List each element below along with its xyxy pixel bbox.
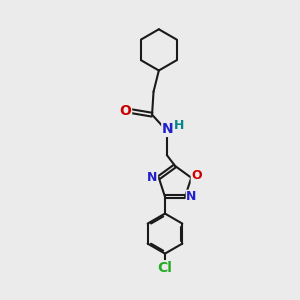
Text: N: N xyxy=(162,122,173,136)
Text: Cl: Cl xyxy=(158,261,172,275)
Text: N: N xyxy=(147,171,158,184)
Text: O: O xyxy=(191,169,202,182)
Text: O: O xyxy=(120,104,131,118)
Text: N: N xyxy=(186,190,197,203)
Text: H: H xyxy=(174,119,184,132)
